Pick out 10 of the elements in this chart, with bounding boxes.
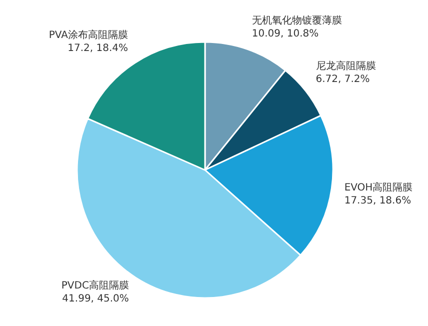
- data-label: 10.09, 10.8%: [252, 28, 319, 40]
- slice-label: 无机氧化物镀覆薄膜: [252, 14, 342, 26]
- data-label: 17.35, 18.6%: [344, 195, 412, 206]
- slice-label: PVDC高阻隔膜: [61, 279, 129, 292]
- slice-label: EVOH高阻隔膜: [344, 181, 413, 194]
- slice-label: 尼龙高阻隔膜: [316, 60, 376, 72]
- data-label: 6.72, 7.2%: [316, 74, 370, 86]
- data-label: 17.2, 18.4%: [68, 43, 128, 54]
- slice-label: PVA涂布高阻隔膜: [48, 29, 128, 42]
- data-label: 41.99, 45.0%: [62, 293, 129, 304]
